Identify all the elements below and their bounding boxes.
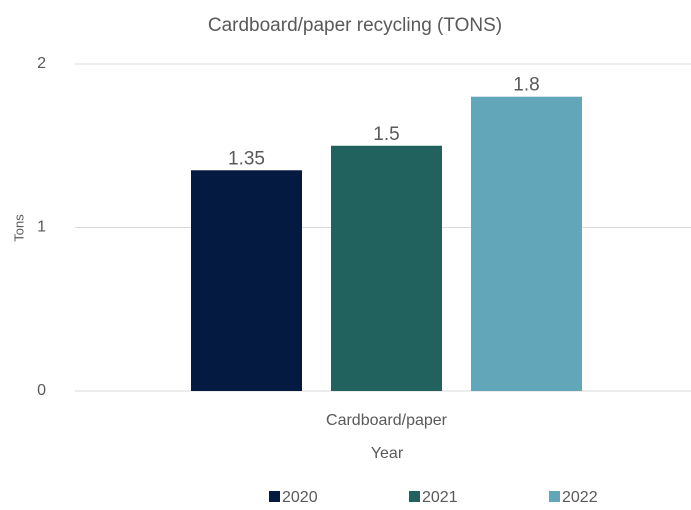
legend-label: 2021 (422, 489, 458, 506)
y-tick-label: 0 (37, 382, 46, 399)
data-label: 1.35 (228, 148, 265, 169)
bar (331, 145, 442, 391)
chart-title: Cardboard/paper recycling (TONS) (208, 15, 502, 36)
y-axis-label: Tons (11, 214, 26, 242)
y-tick-label: 1 (37, 219, 46, 236)
legend-swatch (549, 491, 560, 502)
legend-label: 2020 (282, 489, 318, 506)
bar (191, 170, 302, 391)
x-tick-label: Cardboard/paper (326, 412, 448, 429)
y-tick-label: 2 (37, 55, 46, 72)
bar (471, 96, 582, 391)
x-axis-label: Year (371, 445, 404, 462)
data-label: 1.8 (513, 75, 539, 96)
legend-swatch (269, 491, 280, 502)
legend-swatch (409, 491, 420, 502)
data-label: 1.5 (373, 124, 399, 145)
legend-label: 2022 (562, 489, 598, 506)
